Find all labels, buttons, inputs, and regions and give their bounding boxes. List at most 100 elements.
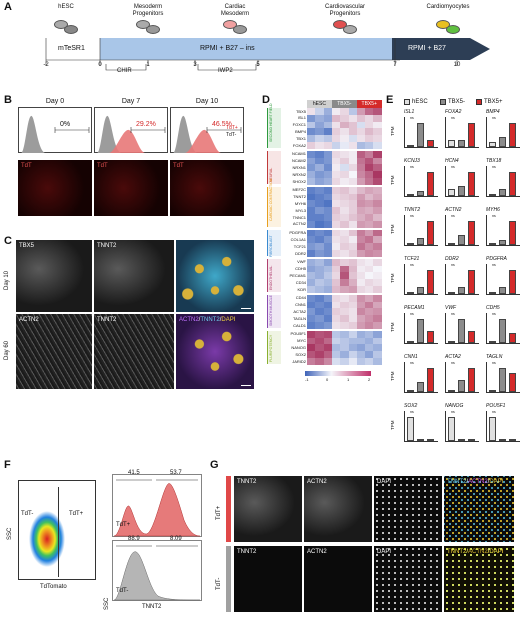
group-bar xyxy=(267,229,281,256)
heatmap-cell xyxy=(356,171,366,179)
sig-label: ns xyxy=(492,410,496,414)
heatmap-cell xyxy=(373,220,382,228)
heatmap-cell xyxy=(373,330,382,338)
cell-icon xyxy=(146,25,160,34)
heatmap-cell xyxy=(348,279,358,287)
row-day60-label: Day 60 xyxy=(4,340,10,360)
scale-tick: 0 xyxy=(326,376,329,382)
x-axis xyxy=(445,294,479,295)
heatmap-cell xyxy=(340,243,349,251)
row-day10-label: Day 10 xyxy=(4,270,10,290)
heatmap-cell xyxy=(373,272,382,280)
micrograph-actn2: ACTN2 xyxy=(16,314,92,389)
gene-name: PDGFRA xyxy=(486,256,507,262)
heatmap-cell xyxy=(331,322,341,330)
heatmap-cell xyxy=(315,193,324,201)
heatmap-cell xyxy=(340,214,349,222)
sig-label: ns xyxy=(410,410,414,414)
heatmap-cell xyxy=(356,236,366,244)
heatmap-cell xyxy=(315,308,324,316)
bar xyxy=(499,137,506,147)
heatmap-cell xyxy=(373,358,382,366)
heatmap-cell xyxy=(331,243,341,251)
heatmap-cell xyxy=(373,164,382,172)
heatmap-cell xyxy=(348,258,358,266)
heatmap-cell xyxy=(356,250,366,258)
heatmap-cell xyxy=(365,164,374,172)
heatmap-cell xyxy=(315,315,324,323)
gene-name: POU5F1 xyxy=(486,403,506,409)
bar xyxy=(489,193,496,196)
stage-label-2: Progenitors xyxy=(329,11,361,17)
gene-name: SOX2 xyxy=(404,403,418,409)
bar xyxy=(468,172,475,196)
heatmap-cell xyxy=(356,301,366,309)
heatmap-cell xyxy=(365,214,374,222)
gene-label: VWF xyxy=(297,259,306,265)
day-label: Day 7 xyxy=(121,98,141,105)
heatmap-cell xyxy=(323,193,333,201)
heatmap-cell xyxy=(340,337,349,345)
bar xyxy=(458,286,465,294)
heatmap-cell xyxy=(340,229,349,237)
heatmap-cell xyxy=(365,322,374,330)
heatmap-cell xyxy=(365,178,374,186)
heatmap-cell xyxy=(373,265,382,273)
row-tdt-pos-label: TdT+ xyxy=(216,505,222,520)
tdt-micrograph: TdT xyxy=(18,160,92,216)
heatmap-cell xyxy=(340,150,349,158)
panel-f-letter: F xyxy=(4,459,11,471)
heatmap-cell xyxy=(340,121,349,129)
tpm-label: TPM xyxy=(390,273,395,284)
gene-name: ACTA2 xyxy=(445,354,461,360)
heatmap-cell xyxy=(356,279,366,287)
heatmap-cell xyxy=(348,150,358,158)
color-scale xyxy=(305,370,371,376)
g-tdtpos-merge: TNNT2/ACTN2/DAPI xyxy=(444,476,514,542)
timeline-tick: 5 xyxy=(256,62,260,68)
heatmap-cell xyxy=(315,220,324,228)
bar xyxy=(499,368,506,392)
bar xyxy=(489,417,496,441)
bar xyxy=(489,142,496,147)
heatmap-cell xyxy=(307,265,316,273)
heatmap-cell xyxy=(356,193,366,201)
heatmap-cell xyxy=(315,344,324,352)
bar xyxy=(489,291,496,294)
histogram-box xyxy=(18,107,92,153)
y-axis xyxy=(486,411,487,441)
heatmap-cell xyxy=(356,114,366,122)
heatmap-cell xyxy=(307,344,316,352)
heatmap-cell xyxy=(348,135,358,143)
heatmap-cell xyxy=(365,265,374,273)
heatmap-cell xyxy=(331,229,341,237)
x-axis xyxy=(486,147,520,148)
stage-label-2: Mesoderm xyxy=(220,11,250,17)
heatmap-cell xyxy=(356,150,366,158)
histogram-box xyxy=(170,107,244,153)
heatmap-cell xyxy=(348,193,358,201)
heatmap-cell xyxy=(307,108,316,116)
heatmap-cell xyxy=(315,243,324,251)
cell-icon xyxy=(54,20,68,29)
gene-label: TBX5 xyxy=(295,108,306,114)
heatmap-cell xyxy=(323,258,333,266)
gene-label: CD44 xyxy=(295,295,306,301)
heatmap-cell xyxy=(323,301,333,309)
stage-label: hESC xyxy=(58,4,74,10)
heatmap-cell xyxy=(365,315,374,323)
heatmap-cell xyxy=(348,142,358,150)
g-tdtneg-merge: TNNT2/ACTN2/DAPI xyxy=(444,546,514,612)
scale-tick: 1 xyxy=(347,376,350,382)
heatmap-cell xyxy=(340,286,349,294)
bar xyxy=(448,417,455,441)
heatmap-cell xyxy=(331,220,341,228)
gene-name: PECAM1 xyxy=(404,305,425,311)
heatmap-cell xyxy=(365,150,374,158)
bar xyxy=(509,123,516,147)
gene-label: CALD1 xyxy=(293,322,306,328)
heatmap-cell xyxy=(348,294,358,302)
heatmap-cell xyxy=(331,294,341,302)
cell-icon xyxy=(223,20,237,29)
group-label: SMOOTH MUSCLE xyxy=(269,294,273,326)
